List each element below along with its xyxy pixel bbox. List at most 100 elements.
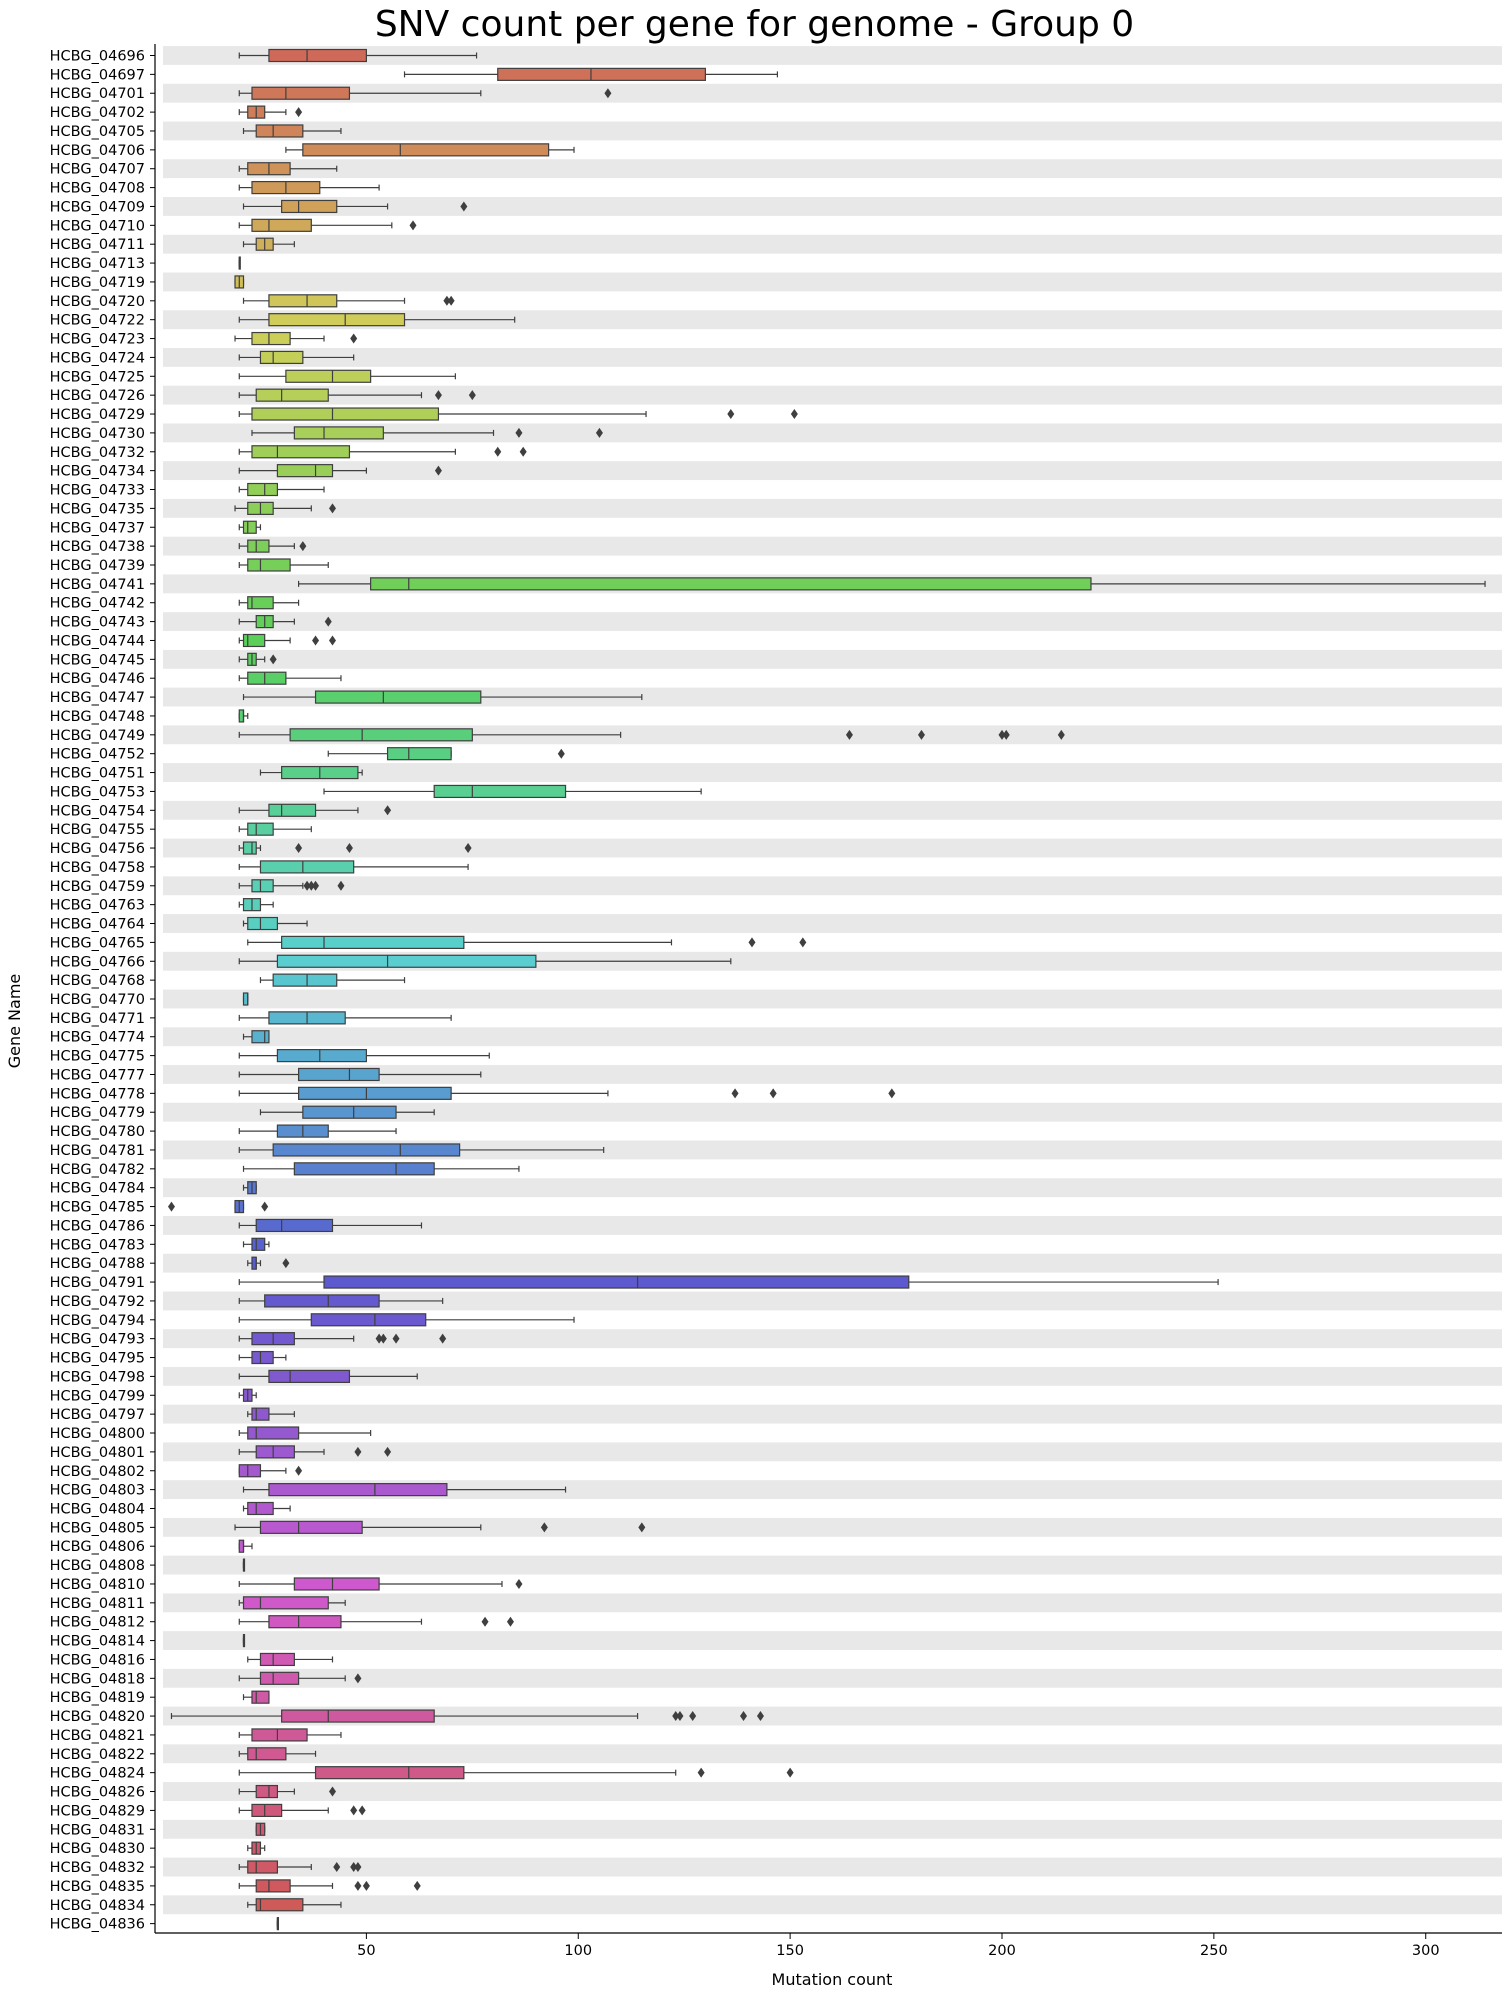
outlier-point bbox=[460, 201, 468, 212]
row-band bbox=[163, 1442, 1502, 1462]
row-band bbox=[163, 914, 1502, 933]
y-tick-label: HCBG_04706 bbox=[50, 143, 145, 159]
outlier-point bbox=[354, 1880, 362, 1891]
y-tick-label: HCBG_04758 bbox=[50, 860, 145, 876]
y-tick-label: HCBG_04696 bbox=[50, 49, 145, 65]
y-tick-label: HCBG_04708 bbox=[50, 181, 145, 197]
row-band bbox=[163, 1517, 1502, 1537]
row-band bbox=[163, 800, 1502, 820]
row-band bbox=[163, 1366, 1502, 1386]
box-hcbg_04713 bbox=[238, 256, 241, 270]
outlier-point bbox=[799, 937, 807, 948]
y-tick-label: HCBG_04830 bbox=[50, 1841, 145, 1857]
box-hcbg_04826 bbox=[238, 1784, 336, 1799]
box-hcbg_04746 bbox=[238, 671, 342, 685]
box-hcbg_04835 bbox=[238, 1879, 421, 1893]
row-band bbox=[163, 423, 1502, 443]
box-hcbg_04701 bbox=[238, 86, 612, 100]
box-iqr bbox=[251, 331, 291, 346]
box-iqr bbox=[238, 1464, 262, 1478]
y-tick-label: HCBG_04816 bbox=[50, 1652, 145, 1668]
box-iqr bbox=[386, 747, 452, 761]
outlier-point bbox=[917, 729, 925, 740]
y-tick-label: HCBG_04755 bbox=[50, 822, 145, 838]
box-hcbg_04759 bbox=[238, 879, 345, 893]
box-iqr bbox=[259, 1652, 295, 1667]
box-iqr bbox=[259, 1520, 363, 1534]
box-iqr bbox=[297, 1086, 452, 1100]
box-hcbg_04820 bbox=[170, 1709, 764, 1723]
box-hcbg_04803 bbox=[242, 1483, 567, 1497]
y-tick-label: HCBG_04710 bbox=[50, 218, 145, 234]
outlier-point bbox=[299, 541, 307, 552]
row-band bbox=[163, 347, 1502, 367]
row-band bbox=[163, 1631, 1502, 1651]
y-tick-label: HCBG_04768 bbox=[50, 973, 145, 989]
y-tick-label: HCBG_04785 bbox=[50, 1200, 145, 1216]
outlier-point bbox=[295, 1465, 303, 1476]
box-hcbg_04723 bbox=[234, 331, 358, 346]
box-hcbg_04738 bbox=[238, 539, 307, 553]
box-iqr bbox=[255, 1445, 295, 1459]
y-tick-label: HCBG_04774 bbox=[50, 1030, 145, 1046]
box-iqr bbox=[242, 992, 249, 1006]
outlier-point bbox=[384, 805, 392, 816]
row-band bbox=[163, 876, 1502, 896]
box-hcbg_04696 bbox=[238, 48, 478, 63]
box-iqr bbox=[242, 633, 266, 648]
box-iqr bbox=[251, 1728, 308, 1742]
outlier-point bbox=[282, 1258, 290, 1269]
y-tick-label: HCBG_04810 bbox=[50, 1577, 145, 1593]
box-iqr bbox=[247, 1747, 287, 1761]
box-hcbg_04786 bbox=[238, 1218, 423, 1233]
y-tick-label: HCBG_04709 bbox=[50, 199, 145, 215]
box-iqr bbox=[251, 445, 351, 459]
y-tick-label: HCBG_04742 bbox=[50, 596, 145, 612]
y-tick-label: HCBG_04820 bbox=[50, 1709, 145, 1725]
y-tick-label: HCBG_04730 bbox=[50, 426, 145, 442]
y-tick-label: HCBG_04788 bbox=[50, 1256, 145, 1272]
box-iqr bbox=[285, 369, 372, 383]
y-tick-label: HCBG_04821 bbox=[50, 1728, 145, 1744]
y-tick-label: HCBG_04808 bbox=[50, 1558, 145, 1574]
row-band bbox=[163, 1744, 1502, 1764]
row-band bbox=[163, 1819, 1502, 1839]
box-hcbg_04818 bbox=[238, 1671, 362, 1685]
outlier-point bbox=[481, 1616, 489, 1627]
box-iqr bbox=[247, 539, 270, 553]
outlier-point bbox=[519, 446, 527, 457]
box-hcbg_04755 bbox=[238, 822, 312, 836]
y-tick-label: HCBG_04748 bbox=[50, 709, 145, 725]
box-iqr bbox=[255, 1784, 279, 1799]
outlier-point bbox=[350, 1862, 358, 1873]
box-iqr bbox=[281, 1709, 435, 1723]
y-tick-label: HCBG_04735 bbox=[50, 501, 145, 517]
outlier-point bbox=[392, 1333, 400, 1344]
box-hcbg_04766 bbox=[238, 954, 732, 968]
outlier-point bbox=[358, 1805, 366, 1816]
outlier-point bbox=[354, 1673, 362, 1684]
outlier-point bbox=[672, 1711, 680, 1722]
box-hcbg_04765 bbox=[247, 935, 807, 949]
row-band bbox=[163, 1253, 1502, 1273]
box-hcbg_04777 bbox=[238, 1067, 482, 1082]
box-hcbg_04719 bbox=[234, 275, 245, 289]
y-tick-label: HCBG_04741 bbox=[50, 577, 145, 593]
box-hcbg_04748 bbox=[238, 709, 249, 723]
outlier-point bbox=[312, 635, 320, 646]
box-iqr bbox=[251, 879, 274, 893]
box-hcbg_04784 bbox=[242, 1181, 257, 1195]
row-band bbox=[163, 1065, 1502, 1084]
box-iqr bbox=[268, 48, 367, 63]
box-hcbg_04794 bbox=[238, 1313, 575, 1327]
row-band bbox=[163, 461, 1502, 481]
box-hcbg_04706 bbox=[285, 143, 575, 157]
y-tick-label: HCBG_04791 bbox=[50, 1275, 145, 1291]
outlier-point bbox=[443, 295, 451, 306]
row-band bbox=[163, 1329, 1502, 1349]
box-hcbg_04792 bbox=[238, 1294, 444, 1308]
outlier-point bbox=[354, 1446, 362, 1457]
box-hcbg_04710 bbox=[238, 218, 417, 232]
box-iqr bbox=[259, 350, 304, 365]
box-hcbg_04812 bbox=[238, 1615, 514, 1629]
